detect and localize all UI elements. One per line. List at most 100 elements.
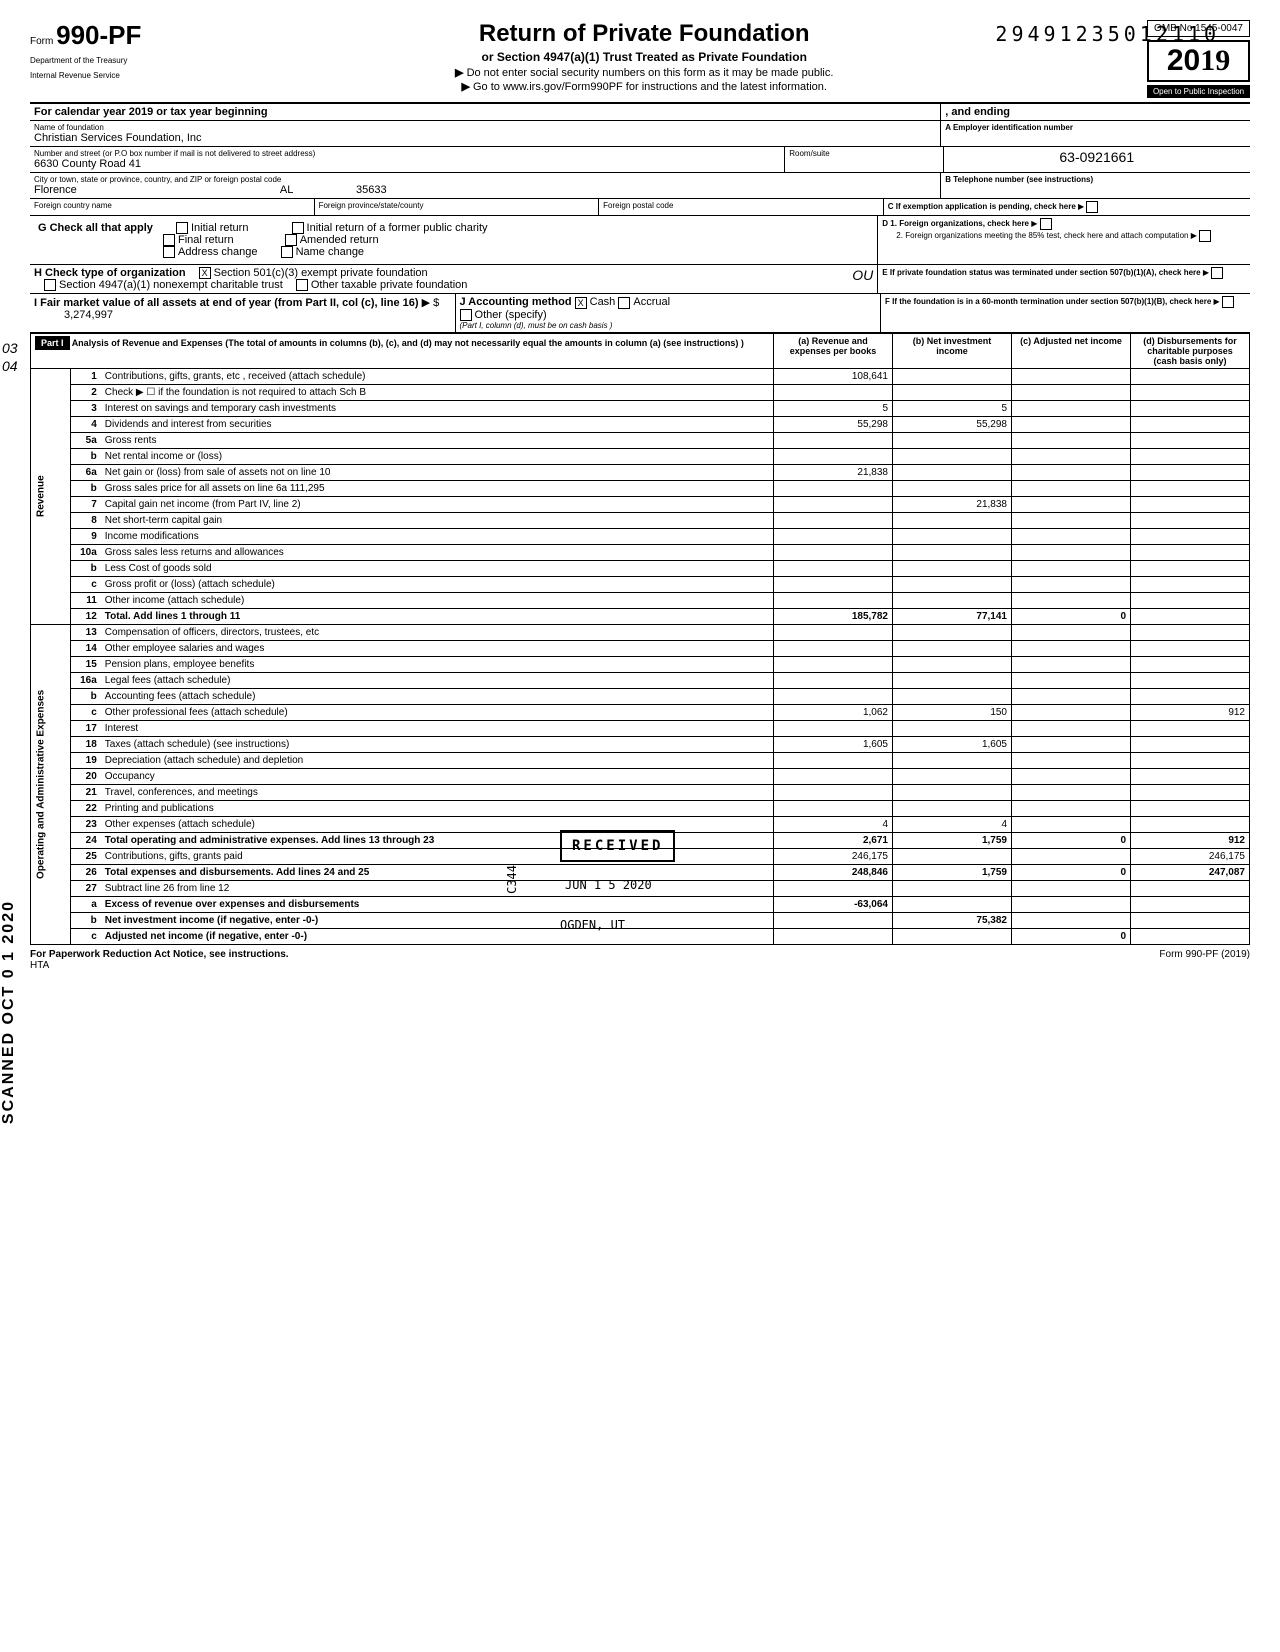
- j-other-checkbox[interactable]: [460, 309, 472, 321]
- amount-cell: [1012, 784, 1131, 800]
- form-subtitle: or Section 4947(a)(1) Trust Treated as P…: [141, 50, 1147, 64]
- amount-cell: [1012, 848, 1131, 864]
- amount-cell: [774, 384, 893, 400]
- ending-label: , and ending: [941, 104, 1250, 120]
- amount-cell: [1012, 432, 1131, 448]
- amount-cell: 1,605: [774, 736, 893, 752]
- amount-cell: [774, 784, 893, 800]
- g-amended-checkbox[interactable]: [285, 234, 297, 246]
- amount-cell: 150: [893, 704, 1012, 720]
- g-initial-checkbox[interactable]: [176, 222, 188, 234]
- amount-cell: [1012, 800, 1131, 816]
- amount-cell: [893, 368, 1012, 384]
- line-number: 25: [70, 848, 101, 864]
- amount-cell: [1012, 880, 1131, 896]
- line-description: Taxes (attach schedule) (see instruction…: [101, 736, 774, 752]
- g-label: G Check all that apply: [38, 222, 153, 234]
- e-checkbox[interactable]: [1211, 267, 1223, 279]
- line-number: c: [70, 928, 101, 944]
- line-number: 17: [70, 720, 101, 736]
- j-label: J Accounting method: [460, 296, 572, 308]
- amount-cell: [893, 896, 1012, 912]
- jun-stamp: JUN 1 5 2020: [565, 878, 652, 892]
- amount-cell: [1131, 480, 1250, 496]
- line-number: b: [70, 688, 101, 704]
- amount-cell: [1131, 816, 1250, 832]
- line-number: 11: [70, 592, 101, 608]
- section-d1: D 1. Foreign organizations, check here: [882, 219, 1029, 228]
- g-name-checkbox[interactable]: [281, 246, 293, 258]
- g-former-checkbox[interactable]: [292, 222, 304, 234]
- line-description: Travel, conferences, and meetings: [101, 784, 774, 800]
- amount-cell: [893, 752, 1012, 768]
- line-number: 14: [70, 640, 101, 656]
- amount-cell: [1012, 896, 1131, 912]
- line-number: 20: [70, 768, 101, 784]
- line-number: b: [70, 448, 101, 464]
- addr-label: Number and street (or P.O box number if …: [34, 149, 780, 158]
- d2-checkbox[interactable]: [1199, 230, 1211, 242]
- amount-cell: [1131, 544, 1250, 560]
- h-4947: Section 4947(a)(1) nonexempt charitable …: [59, 279, 283, 291]
- f-checkbox[interactable]: [1222, 296, 1234, 308]
- amount-cell: [1131, 608, 1250, 624]
- line-number: 21: [70, 784, 101, 800]
- foreign-postal-label: Foreign postal code: [599, 199, 884, 215]
- g-addr-checkbox[interactable]: [163, 246, 175, 258]
- j-cash-checkbox[interactable]: X: [575, 297, 587, 309]
- line-number: 24: [70, 832, 101, 848]
- line-number: b: [70, 560, 101, 576]
- foreign-country-label: Foreign country name: [30, 199, 315, 215]
- amount-cell: [774, 672, 893, 688]
- amount-cell: [774, 480, 893, 496]
- amount-cell: 5: [774, 400, 893, 416]
- foreign-province-label: Foreign province/state/county: [315, 199, 600, 215]
- amount-cell: 912: [1131, 832, 1250, 848]
- j-note: (Part I, column (d), must be on cash bas…: [460, 321, 877, 330]
- line-description: Income modifications: [101, 528, 774, 544]
- line-description: Depreciation (attach schedule) and deple…: [101, 752, 774, 768]
- amount-cell: [893, 432, 1012, 448]
- amount-cell: [1131, 752, 1250, 768]
- amount-cell: [1131, 448, 1250, 464]
- amount-cell: [893, 768, 1012, 784]
- line-description: Adjusted net income (if negative, enter …: [101, 928, 774, 944]
- d1-checkbox[interactable]: [1040, 218, 1052, 230]
- amount-cell: [1012, 480, 1131, 496]
- amount-cell: [774, 928, 893, 944]
- amount-cell: [1012, 704, 1131, 720]
- amount-cell: [774, 448, 893, 464]
- amount-cell: [1131, 624, 1250, 640]
- c-checkbox[interactable]: [1086, 201, 1098, 213]
- amount-cell: [893, 464, 1012, 480]
- amount-cell: [1131, 656, 1250, 672]
- h-4947-checkbox[interactable]: [44, 279, 56, 291]
- line-number: 13: [70, 624, 101, 640]
- line-number: 23: [70, 816, 101, 832]
- line-number: a: [70, 896, 101, 912]
- h-501-checkbox[interactable]: X: [199, 267, 211, 279]
- amount-cell: [774, 576, 893, 592]
- amount-cell: 21,838: [893, 496, 1012, 512]
- paperwork-notice: For Paperwork Reduction Act Notice, see …: [30, 949, 289, 960]
- amount-cell: [893, 576, 1012, 592]
- g-former: Initial return of a former public charit…: [307, 222, 488, 234]
- amount-cell: [893, 592, 1012, 608]
- url-note: Go to www.irs.gov/Form990PF for instruct…: [473, 81, 827, 93]
- amount-cell: [893, 688, 1012, 704]
- amount-cell: [1131, 912, 1250, 928]
- j-accrual-checkbox[interactable]: [618, 297, 630, 309]
- ogden-stamp: OGDEN, UT: [560, 918, 625, 932]
- amount-cell: 5: [893, 400, 1012, 416]
- amount-cell: [1131, 576, 1250, 592]
- line-description: Gross sales less returns and allowances: [101, 544, 774, 560]
- amount-cell: [1131, 736, 1250, 752]
- amount-cell: [1131, 464, 1250, 480]
- amount-cell: [1012, 560, 1131, 576]
- amount-cell: [1012, 672, 1131, 688]
- j-accrual: Accrual: [633, 296, 670, 308]
- amount-cell: [893, 848, 1012, 864]
- line-number: 4: [70, 416, 101, 432]
- g-final-checkbox[interactable]: [163, 234, 175, 246]
- h-other-checkbox[interactable]: [296, 279, 308, 291]
